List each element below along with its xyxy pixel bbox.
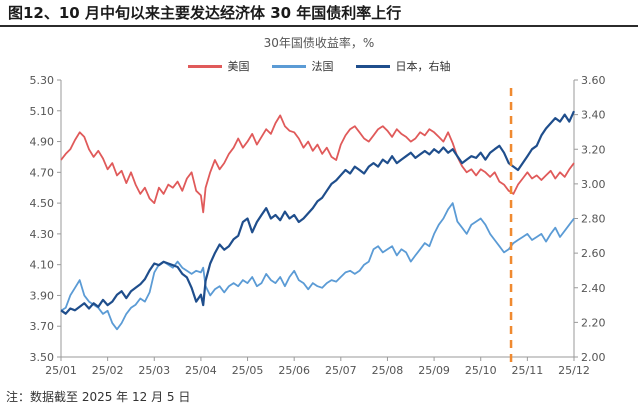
y-left-tick-label: 4.90 [30, 136, 55, 149]
y-right-tick-label: 2.40 [581, 282, 606, 295]
title-divider [0, 25, 638, 27]
y-right-tick-label: 3.60 [581, 74, 606, 87]
y-right-tick-label: 2.20 [581, 316, 606, 329]
series-line-us [60, 114, 575, 214]
legend-label-jp: 日本，右轴 [395, 60, 451, 73]
figure-title: 图12、10 月中旬以来主要发达经济体 30 年国债利率上行 [8, 4, 402, 22]
y-left-tick-label: 4.30 [30, 228, 55, 241]
x-tick-label: 25/08 [372, 364, 404, 377]
y-right-tick-label: 3.20 [581, 143, 606, 156]
y-left-tick-label: 4.50 [30, 197, 55, 210]
footnote: 注：数据截至 2025 年 12 月 5 日 [6, 390, 191, 404]
series-line-fr [60, 202, 575, 331]
legend-swatch-fr [271, 64, 306, 68]
x-tick-label: 25/06 [278, 364, 310, 377]
y-right-tick-label: 2.80 [581, 213, 606, 226]
x-tick-label: 25/01 [45, 364, 77, 377]
x-tick-label: 25/11 [512, 364, 544, 377]
x-tick-label: 25/03 [138, 364, 170, 377]
chart-title: 30年国债收益率，% [263, 36, 375, 50]
y-left-tick-label: 3.70 [30, 320, 55, 333]
legend-swatch-jp [355, 64, 390, 68]
legend-item-fr: 法国 [271, 58, 334, 74]
y-left-tick-label: 4.70 [30, 166, 55, 179]
y-left-tick-label: 3.50 [30, 351, 55, 364]
x-tick-label: 25/05 [232, 364, 264, 377]
y-right-tick-label: 2.00 [581, 351, 606, 364]
legend: 美国 法国 日本，右轴 [0, 58, 638, 74]
y-left-tick-label: 5.10 [30, 105, 55, 118]
y-right-tick-label: 3.00 [581, 178, 606, 191]
y-right-tick-label: 3.40 [581, 109, 606, 122]
x-tick-label: 25/04 [185, 364, 217, 377]
x-tick-label: 25/10 [465, 364, 497, 377]
y-left-tick-label: 3.90 [30, 289, 55, 302]
x-tick-label: 25/09 [418, 364, 450, 377]
legend-item-jp: 日本，右轴 [355, 58, 451, 74]
x-tick-label: 25/02 [92, 364, 124, 377]
x-tick-label: 25/12 [558, 364, 590, 377]
y-left-tick-label: 5.30 [30, 74, 55, 87]
legend-swatch-us [187, 64, 222, 68]
x-tick-label: 25/07 [325, 364, 357, 377]
series-line-jp [60, 110, 576, 315]
legend-item-us: 美国 [187, 58, 250, 74]
legend-label-fr: 法国 [311, 60, 334, 73]
y-right-tick-label: 2.60 [581, 247, 606, 260]
legend-label-us: 美国 [227, 60, 250, 73]
y-left-tick-label: 4.10 [30, 259, 55, 272]
